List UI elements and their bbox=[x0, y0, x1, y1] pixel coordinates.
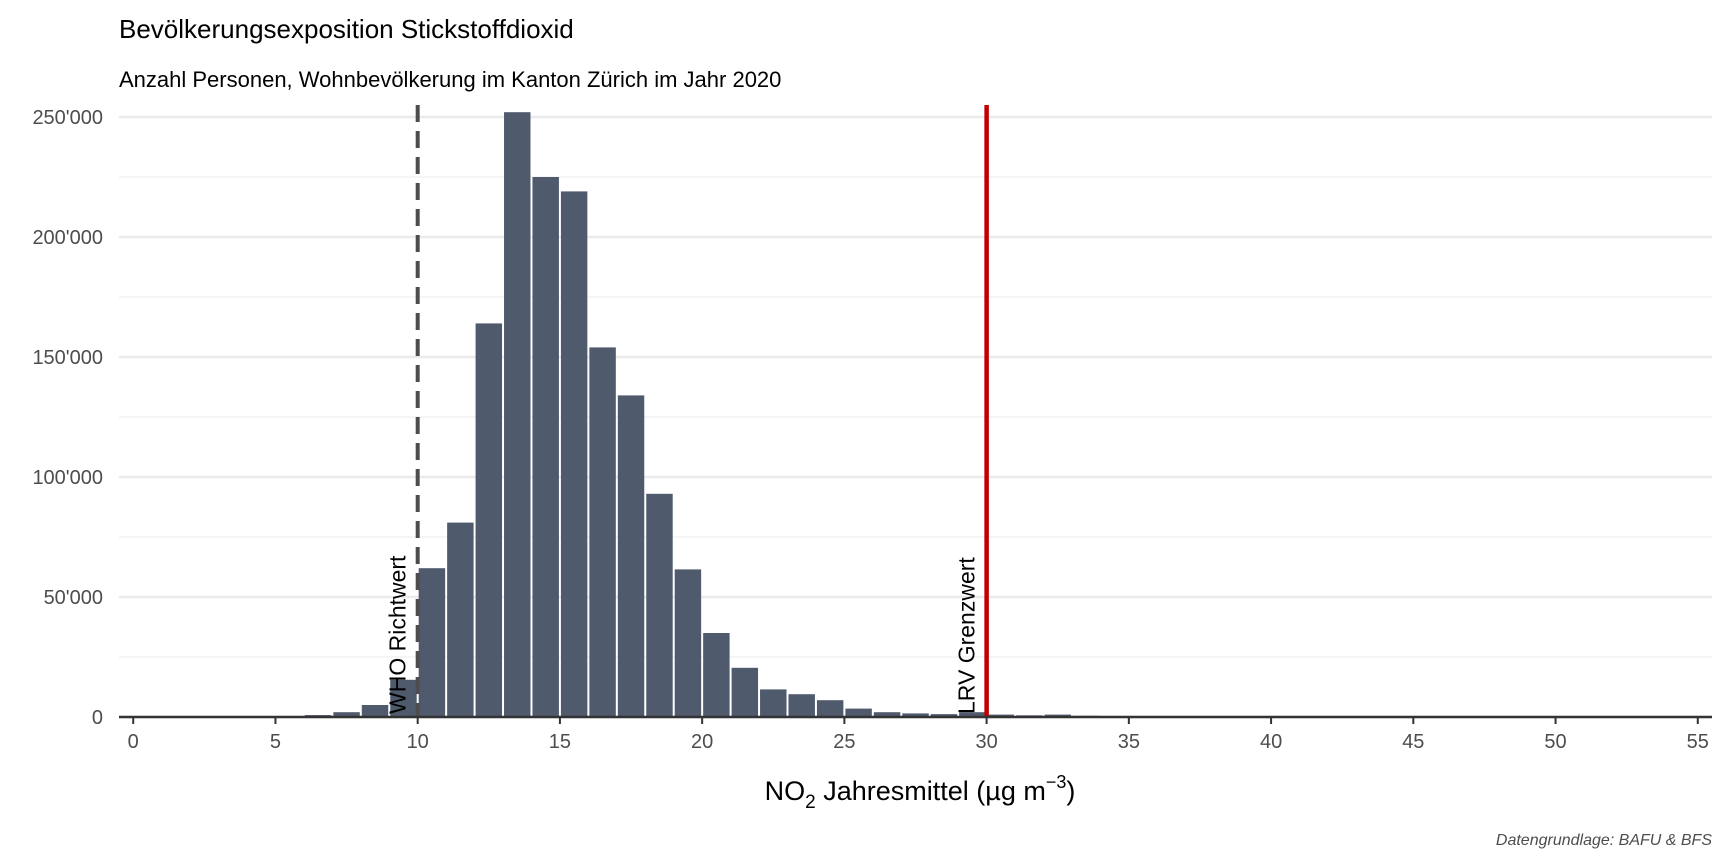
histogram-bar-15 bbox=[731, 667, 759, 717]
histogram-bar-19 bbox=[845, 708, 872, 717]
y-tick-label: 150'000 bbox=[32, 347, 103, 369]
histogram-bar-22 bbox=[930, 714, 958, 717]
x-axis-label: NO2 Jahresmittel (µg m−3) bbox=[765, 772, 1076, 813]
x-tick-label: 10 bbox=[407, 731, 429, 753]
histogram-bar-8 bbox=[532, 177, 559, 717]
x-tick-label: 50 bbox=[1544, 731, 1566, 753]
x-axis-label-middle: Jahresmittel (µg m bbox=[816, 776, 1046, 806]
histogram-bar-6 bbox=[475, 323, 503, 717]
y-axis-ticks: 0 50'000 100'000 150'000 200'000 250'000 bbox=[32, 107, 103, 729]
histogram-bar-5 bbox=[447, 522, 474, 717]
y-tick-label: 250'000 bbox=[32, 107, 103, 129]
x-tick-label: 0 bbox=[128, 731, 139, 753]
histogram-bar-4 bbox=[418, 568, 446, 717]
chart-subtitle: Anzahl Personen, Wohnbevölkerung im Kant… bbox=[119, 67, 781, 92]
reference-lines: WHO Richtwert LRV Grenzwert bbox=[385, 105, 989, 717]
y-tick-label: 200'000 bbox=[32, 227, 103, 249]
x-tick-label: 30 bbox=[975, 731, 997, 753]
y-tick-label: 100'000 bbox=[32, 467, 103, 489]
x-axis-label-suffix: ) bbox=[1066, 776, 1075, 806]
x-tick-label: 45 bbox=[1402, 731, 1424, 753]
reference-line-label-1: LRV Grenzwert bbox=[954, 557, 980, 714]
histogram-bar-20 bbox=[873, 712, 901, 717]
minor-gridlines bbox=[119, 176, 1712, 658]
histogram-bar-16 bbox=[760, 689, 787, 717]
histogram-bar-18 bbox=[816, 700, 844, 717]
chart-title: Bevölkerungsexposition Stickstoffdioxid bbox=[119, 14, 574, 44]
histogram-bar-17 bbox=[788, 694, 815, 717]
x-tick-label: 20 bbox=[691, 731, 713, 753]
histogram-bar-9 bbox=[560, 191, 588, 717]
x-tick-label: 5 bbox=[270, 731, 281, 753]
histogram-bar-2 bbox=[361, 705, 389, 717]
x-tick-label: 25 bbox=[833, 731, 855, 753]
histogram-bar-7 bbox=[504, 112, 531, 717]
histogram-bar-13 bbox=[674, 569, 702, 717]
histogram-bar-23 bbox=[959, 712, 986, 717]
y-tick-label: 50'000 bbox=[44, 587, 103, 609]
x-axis-ticks: 0 5 10 15 20 25 30 35 40 45 50 55 bbox=[128, 717, 1709, 753]
x-tick-label: 35 bbox=[1118, 731, 1140, 753]
histogram-bar-11 bbox=[617, 395, 645, 717]
histogram-bar-10 bbox=[589, 347, 616, 717]
histogram-bar-12 bbox=[646, 493, 673, 717]
x-tick-label: 15 bbox=[549, 731, 571, 753]
histogram-bar-14 bbox=[703, 633, 730, 717]
histogram-bar-1 bbox=[333, 712, 360, 717]
histogram-bar-21 bbox=[902, 713, 929, 717]
x-tick-label: 40 bbox=[1260, 731, 1282, 753]
y-tick-label: 0 bbox=[92, 707, 103, 729]
x-axis-label-subscript: 2 bbox=[805, 792, 816, 813]
x-tick-label: 55 bbox=[1687, 731, 1709, 753]
reference-line-label-0: WHO Richtwert bbox=[385, 555, 411, 714]
bars bbox=[304, 112, 1100, 717]
x-axis-label-superscript: −3 bbox=[1046, 772, 1067, 792]
x-axis-label-prefix: NO bbox=[765, 776, 806, 806]
chart-caption: Datengrundlage: BAFU & BFS bbox=[1496, 832, 1712, 849]
histogram-bar-3 bbox=[390, 679, 417, 717]
